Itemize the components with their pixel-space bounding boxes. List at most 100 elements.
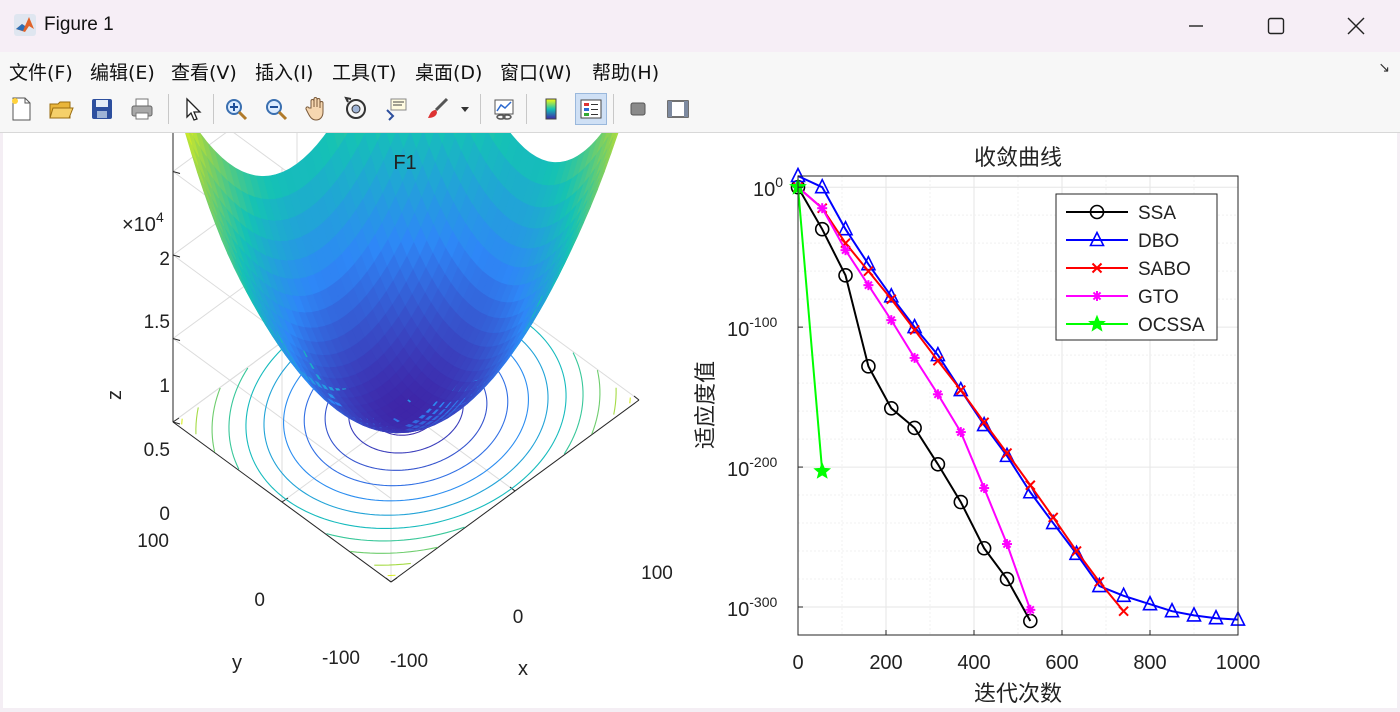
brush-button[interactable] [422,93,454,125]
y-tick-label: 100 [137,531,169,552]
x-axis-title: 迭代次数 [974,681,1062,706]
new-figure-button[interactable] [5,93,37,125]
pointer-button[interactable] [176,93,208,125]
y-tick-label: 10-200 [727,454,777,481]
data-point [863,280,873,290]
x-tick-label: 600 [1045,652,1078,674]
data-point [817,203,827,213]
y-tick-label: 10-100 [727,314,777,341]
show-plot-tools-icon [665,96,691,122]
new-figure-icon [8,96,34,122]
zoom-in-icon [223,96,249,122]
brush-dropdown-button[interactable] [456,93,474,125]
y-tick-label: 100 [753,174,783,201]
menu-bar: 文件(F) 编辑(E) 查看(V) 插入(I) 工具(T) 桌面(D) 窗口(W… [0,52,1400,86]
z-tick-label: 0 [159,504,170,525]
data-point [933,389,943,399]
y-tick-label: -100 [322,648,360,669]
z-tick-label: 1 [159,376,170,397]
y-tick-label: 0 [254,590,265,611]
surface-plot[interactable]: F1 ×104 z x y 2 1.5 1 0.5 0 -100 0 100 1… [104,133,673,680]
z-exponent-label: ×104 [122,209,164,236]
legend-label-dbo: DBO [1138,231,1179,252]
contour-line [326,527,464,541]
contour-line [374,563,411,565]
data-cursor-icon [383,96,409,122]
z-axis-label: z [104,390,126,400]
zoom-in-button[interactable] [220,93,252,125]
x-tick-label: -100 [390,651,428,672]
show-plot-tools-button[interactable] [662,93,694,125]
window-title: Figure 1 [44,14,114,36]
data-point [956,427,966,437]
x-tick [386,578,391,582]
legend-marker-gto [1092,291,1102,301]
menu-edit[interactable]: 编辑(E) [90,58,155,85]
figure-svg: F1 ×104 z x y 2 1.5 1 0.5 0 -100 0 100 1… [3,133,1397,708]
x-tick-label: 1000 [1216,652,1261,674]
pan-button[interactable] [300,93,332,125]
colorbar-icon [538,96,564,122]
hide-plot-tools-button[interactable] [622,93,654,125]
save-button[interactable] [86,93,118,125]
data-point [841,245,851,255]
surface-plot-title: F1 [393,152,416,174]
x-axis-label: x [518,658,528,680]
legend-label-gto: GTO [1138,287,1179,308]
zoom-out-icon [263,96,289,122]
legend-icon [578,96,604,122]
contour-line [350,547,437,553]
dock-arrow-icon[interactable]: ↘ [1378,60,1390,76]
minimize-button[interactable] [1166,4,1226,48]
menu-window[interactable]: 窗口(W) [500,58,572,85]
print-icon [129,96,155,122]
pointer-icon [179,96,205,122]
y-tick-label: 10-300 [727,594,777,621]
menu-file[interactable]: 文件(F) [9,58,73,85]
y-tick [391,578,397,582]
x-tick-label: 400 [957,652,990,674]
legend-label-ssa: SSA [1138,203,1176,224]
legend[interactable]: SSA DBO SABO GTO OCSSA [1056,194,1217,340]
colorbar-button[interactable] [535,93,567,125]
contour-line [229,368,248,469]
close-button[interactable] [1326,4,1386,48]
x-tick-label: 800 [1133,652,1166,674]
hide-plot-tools-icon [625,96,651,122]
brush-icon [425,96,451,122]
x-tick-label: 0 [792,652,803,674]
legend-label-ocssa: OCSSA [1138,315,1205,336]
data-cursor-button[interactable] [380,93,412,125]
contour-line [564,353,583,454]
brush-dropdown-icon [459,103,471,115]
figure-toolbar [0,86,1400,133]
menu-desktop[interactable]: 桌面(D) [415,58,482,85]
title-bar: Figure 1 [0,0,1400,52]
contour-line [182,419,183,425]
toolbar-separator [168,94,169,124]
menu-tools[interactable]: 工具(T) [332,58,396,85]
convergence-plot[interactable]: 收敛曲线 迭代次数 适应度值 0 200 400 600 800 1000 10… [693,145,1260,706]
zoom-out-button[interactable] [260,93,292,125]
legend-button[interactable] [575,93,607,125]
maximize-icon [1267,17,1285,35]
link-plot-icon [491,96,517,122]
x-tick-label: 200 [869,652,902,674]
menu-insert[interactable]: 插入(I) [255,58,313,85]
y-axis-title: 适应度值 [693,361,718,449]
close-icon [1347,17,1365,35]
maximize-button[interactable] [1246,4,1306,48]
save-icon [89,96,115,122]
link-plot-button[interactable] [488,93,520,125]
contour-line [592,370,600,434]
open-file-button[interactable] [45,93,77,125]
print-button[interactable] [126,93,158,125]
x-tick [634,396,639,400]
menu-view[interactable]: 查看(V) [171,58,237,85]
toolbar-separator [613,94,614,124]
menu-help[interactable]: 帮助(H) [592,58,659,85]
rotate-3d-button[interactable] [340,93,372,125]
x-tick-label: 100 [641,563,673,584]
data-point [910,353,920,363]
data-point [1002,539,1012,549]
